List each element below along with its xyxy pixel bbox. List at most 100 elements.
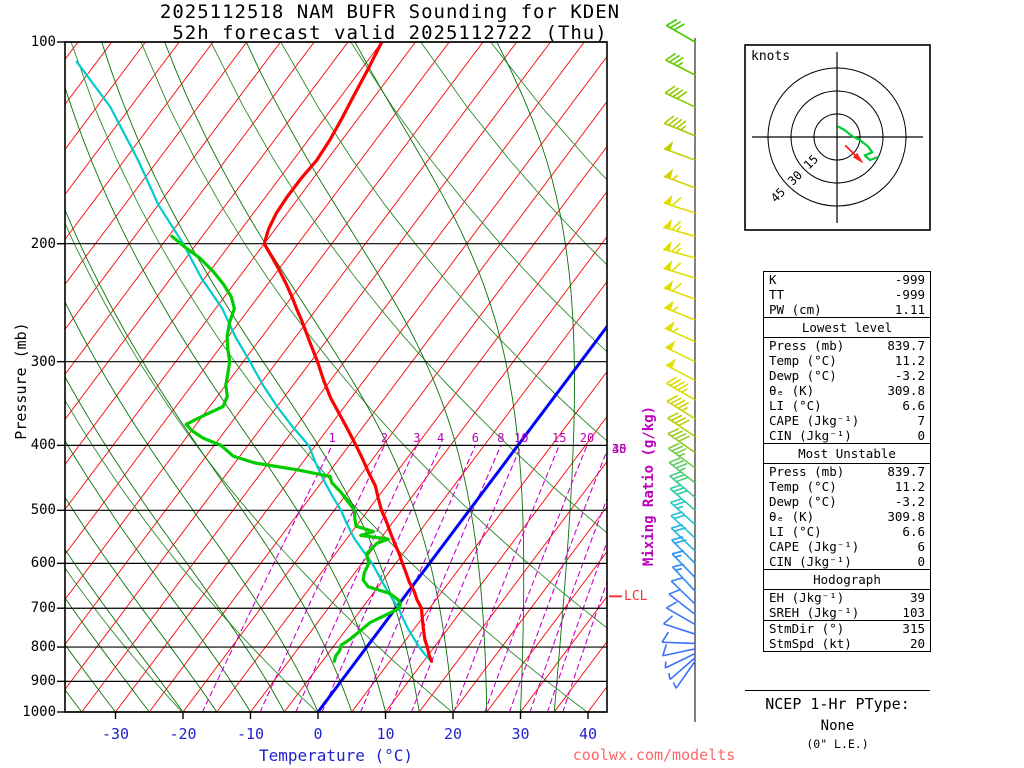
page-title-line1: 2025112518 NAM BUFR Sounding for KDEN [159, 1, 621, 23]
stat-label: SREH (Jkg⁻¹) [769, 605, 860, 620]
mixing-ratio-value-label: 2 [380, 431, 389, 446]
stat-row: PW (cm) 1.11 [764, 302, 930, 317]
wind-barb [663, 218, 696, 238]
hodograph-trace [837, 125, 879, 162]
wind-barb [667, 427, 696, 454]
pressure-tick-label: 700 [30, 600, 56, 617]
temperature-profile [262, 42, 434, 663]
stat-label: θₑ (K) [769, 383, 815, 398]
stat-label: θₑ (K) [769, 509, 815, 524]
stat-value: 315 [902, 621, 925, 636]
stat-value: 11.2 [894, 353, 925, 368]
wind-barb [663, 280, 696, 300]
stat-row: θₑ (K) 309.8 [764, 383, 930, 398]
wind-barb [668, 657, 696, 681]
temp-tick-label: -30 [101, 725, 130, 743]
wind-barb [672, 660, 696, 689]
stats-section: Lowest level Press (mb) 839.7 Temp (°C) 11.2… [764, 317, 930, 443]
wind-barb [664, 652, 696, 669]
wind-barb [668, 457, 696, 484]
stat-value: 7 [917, 413, 925, 428]
pressure-tick-label: 500 [30, 502, 56, 519]
stats-section-header: Lowest level [764, 318, 930, 338]
pressure-axis-label: Pressure (mb) [12, 322, 30, 440]
wind-barb [669, 471, 696, 498]
stat-value: -3.2 [894, 368, 925, 383]
stat-row: Press (mb) 839.7 [764, 464, 930, 479]
wind-barb [671, 563, 696, 592]
parcel-profile [75, 60, 433, 663]
stat-row: StmSpd (kt) 20 [764, 636, 930, 651]
hodograph-units-label: knots [751, 49, 791, 64]
wind-barb [666, 601, 696, 626]
wind-barb [666, 394, 696, 420]
mixing-ratio-value-label: 3 [413, 431, 421, 446]
mixing-ratio-value-label: 20 [579, 431, 595, 446]
temp-tick-label: 30 [511, 725, 530, 743]
wind-barb [669, 497, 696, 526]
stat-label: StmDir (°) [769, 621, 845, 636]
stat-row: Press (mb) 839.7 [764, 338, 930, 353]
skewt-background [65, 42, 607, 712]
mixing-ratio-value-label: 6 [471, 431, 480, 446]
stat-row: SREH (Jkg⁻¹) 103 [764, 605, 930, 620]
stat-label: Temp (°C) [769, 479, 837, 494]
stat-row: CIN (Jkg⁻¹) 0 [764, 554, 930, 569]
pressure-tick-label: 800 [30, 639, 56, 656]
stat-row: K -999 [764, 272, 930, 287]
stat-value: 0 [917, 428, 925, 443]
watermark: coolwx.com/modelts [572, 746, 736, 764]
stat-value: 103 [902, 605, 925, 620]
stat-label: Press (mb) [769, 338, 845, 353]
pressure-tick-label: 600 [30, 555, 56, 572]
wind-barb [666, 18, 696, 43]
ptype-note: (0" L.E.) [806, 737, 869, 751]
wind-barb [663, 168, 696, 189]
stat-value: 20 [909, 636, 925, 651]
stat-label: EH (Jkg⁻¹) [769, 590, 845, 605]
wind-barb [670, 523, 696, 552]
wind-barb [670, 511, 696, 539]
stat-value: 309.8 [887, 509, 925, 524]
pressure-tick-label: 400 [30, 437, 56, 454]
stat-value: 839.7 [887, 464, 925, 479]
stat-row: CAPE (Jkg⁻¹) 6 [764, 539, 930, 554]
stat-row: Temp (°C) 11.2 [764, 479, 930, 494]
stat-row: LI (°C) 6.6 [764, 398, 930, 413]
stat-value: 839.7 [887, 338, 925, 353]
mixing-ratio-value-label: 30 [612, 441, 627, 456]
stat-label: CIN (Jkg⁻¹) [769, 554, 852, 569]
stat-label: Press (mb) [769, 464, 845, 479]
ptype-title: NCEP 1-Hr PType: [765, 695, 910, 713]
stat-value: 6.6 [902, 524, 925, 539]
pressure-tick-label: 900 [30, 673, 56, 690]
mixing-ratio-value-label: 15 [551, 431, 567, 446]
dewpoint-profile [170, 234, 402, 663]
mixing-ratio-value-label: 4 [437, 431, 445, 446]
stat-label: CAPE (Jkg⁻¹) [769, 413, 860, 428]
stats-section: Hodograph EH (Jkg⁻¹) 39 SREH (Jkg⁻¹) 103 [764, 569, 930, 620]
stat-label: LI (°C) [769, 398, 822, 413]
stat-row: EH (Jkg⁻¹) 39 [764, 590, 930, 605]
wind-barb [665, 52, 696, 76]
stats-section: Most Unstable Press (mb) 839.7 Temp (°C) 11.… [764, 443, 930, 569]
temp-tick-label: 10 [376, 725, 395, 743]
stat-row: Temp (°C) 11.2 [764, 353, 930, 368]
temp-tick-label: -20 [169, 725, 197, 743]
wind-barb [664, 321, 696, 343]
stat-row: CAPE (Jkg⁻¹) 7 [764, 413, 930, 428]
ptype-value: None [820, 718, 855, 734]
stat-value: 6.6 [902, 398, 925, 413]
mixing-ratio-value-label: 35 [612, 441, 627, 456]
stat-label: TT [769, 287, 785, 302]
stat-row: Dewp (°C) -3.2 [764, 494, 930, 509]
stat-row: TT -999 [764, 287, 930, 302]
stat-label: Dewp (°C) [769, 494, 837, 509]
lcl-label: LCL [624, 589, 648, 604]
pressure-tick-label: 1000 [22, 704, 56, 720]
stat-value: 11.2 [894, 479, 925, 494]
mixing-ratio-value-label: 40 [612, 441, 627, 456]
wind-barb [663, 140, 696, 161]
stat-row: θₑ (K) 309.8 [764, 509, 930, 524]
